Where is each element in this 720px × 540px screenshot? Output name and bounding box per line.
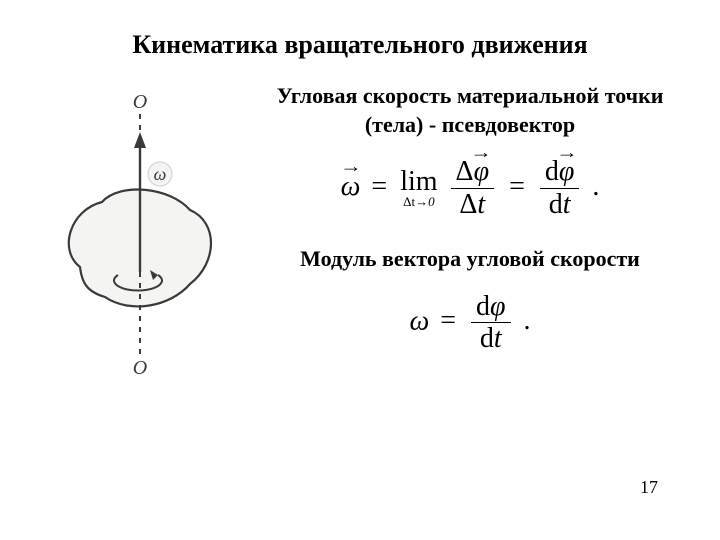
omega-label: ω bbox=[154, 164, 167, 184]
subheading-angular-velocity-magnitude: Модуль вектора угловой скорости bbox=[260, 245, 680, 274]
lim-word: lim bbox=[400, 168, 437, 196]
figure-column: O O ω bbox=[40, 82, 250, 387]
angular-velocity-vector-head bbox=[134, 132, 146, 148]
frac-dphi-dt-scalar: dφ dt bbox=[471, 292, 511, 354]
axis-label-bottom: O bbox=[133, 357, 147, 379]
formula2-math: ω = dφ dt . bbox=[409, 292, 530, 354]
text-column: Угловая скорость материальной точки (тел… bbox=[250, 82, 680, 387]
frac-dphi-dt-vector: dφ dt bbox=[540, 157, 580, 219]
page-number: 17 bbox=[640, 477, 658, 498]
frac-delta-phi-delta-t: Δφ Δt bbox=[451, 157, 495, 219]
axis-label-top: O bbox=[133, 92, 147, 113]
subheading-angular-velocity: Угловая скорость материальной точки (тел… bbox=[260, 82, 680, 139]
omega-scalar-symbol: ω bbox=[409, 305, 429, 336]
limit-operator: lim Δt→0 bbox=[400, 168, 437, 208]
formula1-math: ω = lim Δt→0 Δφ Δt = dφ dt . bbox=[341, 157, 600, 219]
lim-subscript: Δt→0 bbox=[403, 195, 434, 208]
formula2-period: . bbox=[524, 305, 531, 336]
content-row: O O ω Угловая скорость материальной точк… bbox=[40, 82, 680, 387]
omega-vector-symbol: ω bbox=[341, 171, 361, 203]
formula-angular-velocity-vector: ω = lim Δt→0 Δφ Δt = dφ dt . bbox=[260, 157, 680, 219]
page-title: Кинематика вращательного движения bbox=[40, 30, 680, 60]
slide-page: Кинематика вращательного движения O O bbox=[0, 0, 720, 540]
rotation-axis-figure: O O ω bbox=[40, 92, 240, 382]
formula1-period: . bbox=[592, 171, 599, 202]
formula-angular-velocity-magnitude: ω = dφ dt . bbox=[260, 292, 680, 354]
